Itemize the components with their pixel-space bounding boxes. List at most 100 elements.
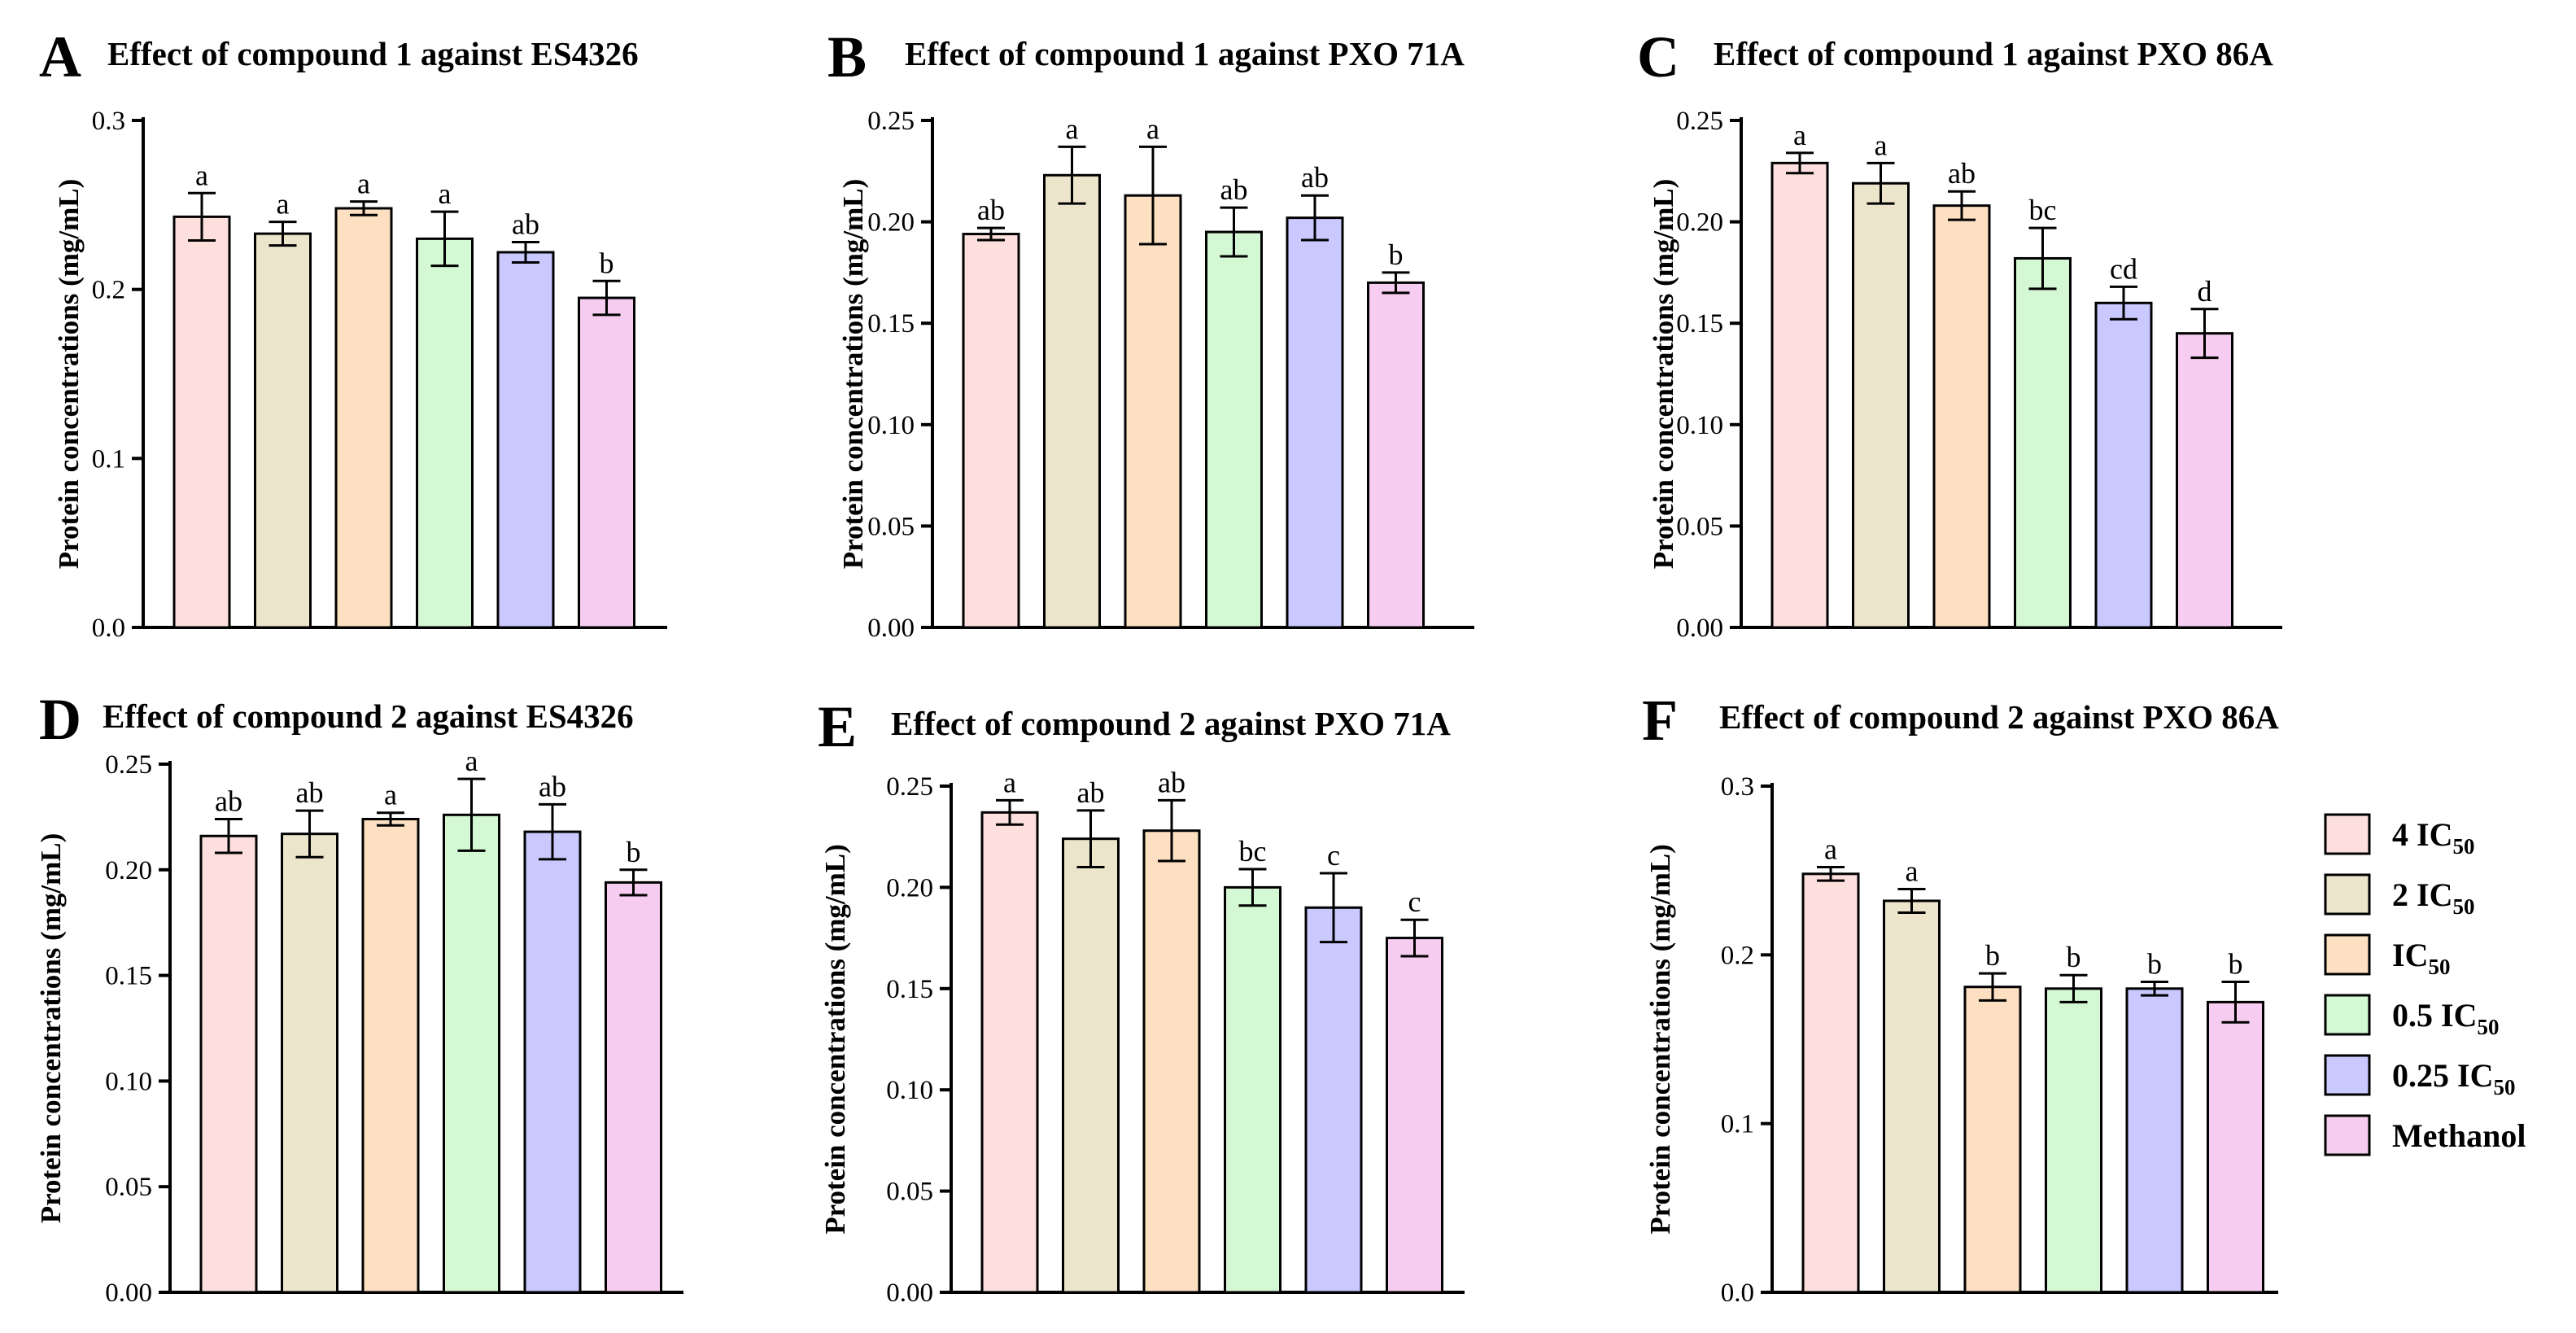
error-bar [2190,308,2219,360]
bar [2094,301,2153,629]
significance-label: a [1875,129,1888,161]
legend-item: 4 IC50 [2324,813,2474,859]
error-bar [1382,271,1410,295]
error-bar [1817,866,1845,882]
error-bar [1158,798,1185,863]
bar [199,834,258,1294]
chart-panel-c: C Effect of compound 1 against PXO 86A Pro… [1637,24,2282,643]
error-bar [377,811,404,827]
y-tick-label: 0.00 [886,1278,933,1308]
y-axis-label: Protein concentrations (mg/mL) [819,844,851,1235]
y-tick-label: 0.10 [867,411,915,440]
error-bar [1220,206,1248,258]
significance-label: a [195,159,208,191]
error-bar [1139,145,1167,246]
y-axis-label: Protein concentrations (mg/mL) [837,179,869,570]
chart-title: Effect of compound 2 against ES4326 [103,697,634,735]
chart-title: Effect of compound 2 against PXO 86A [1719,698,2279,736]
bar [2045,987,2102,1294]
legend-item: 0.5 IC50 [2324,994,2499,1039]
bar [1932,204,1991,629]
legend-item: 0.25 IC50 [2324,1054,2515,1099]
significance-label: a [1793,119,1806,151]
significance-label: b [1389,238,1404,271]
y-tick-label: 0.15 [886,975,933,1004]
bar [1062,837,1120,1294]
significance-label: ab [1220,173,1248,206]
significance-label: a [1824,833,1837,866]
significance-label: bc [2029,194,2057,226]
significance-label: b [2229,948,2243,981]
y-tick-label: 0.00 [105,1278,152,1308]
error-bar [512,241,539,264]
y-tick-label: 0.05 [867,512,915,541]
error-bar [1301,194,1329,242]
y-tick-label: 0.3 [1721,772,1754,802]
chart-panel-e: E Effect of compound 2 against PXO 71A Pro… [818,694,1465,1308]
significance-label: a [1906,854,1919,887]
significance-label: a [1146,112,1159,145]
y-tick-label: 0.1 [1721,1110,1754,1139]
legend-swatch [2324,873,2371,916]
bar [1043,173,1101,629]
significance-label: a [1066,112,1079,145]
bar [496,251,555,629]
bar [1286,216,1344,629]
significance-label: b [2067,941,2081,973]
significance-label: a [1003,766,1016,798]
error-bar [1058,145,1086,205]
significance-label: bc [1239,835,1267,868]
bar [2125,987,2184,1294]
error-bar [2221,981,2250,1024]
bar [254,232,312,629]
significance-label: b [627,836,641,868]
significance-label: ab [512,208,539,241]
bar [523,830,582,1294]
error-bar [592,279,621,317]
bar [605,881,662,1294]
significance-label: ab [296,776,324,809]
error-bar [619,868,648,897]
error-bar [1867,161,1895,205]
y-tick-label: 0.05 [886,1178,933,1207]
bar [334,207,393,629]
y-tick-label: 0.2 [1721,941,1754,970]
legend-swatch [2324,933,2371,976]
y-tick-label: 0.3 [92,107,125,136]
error-bar [1320,872,1347,944]
bar [1142,829,1201,1294]
significance-label: ab [977,194,1005,226]
y-tick-label: 0.15 [867,309,915,339]
significance-label: ab [1158,766,1185,798]
bar [1205,230,1263,629]
bar [2176,332,2233,629]
legend-swatch [2324,813,2371,855]
significance-label: c [1327,839,1340,872]
y-tick-label: 0.05 [105,1173,152,1202]
y-axis-label: Protein concentrations (mg/mL) [35,833,67,1224]
error-bar [1897,887,1926,914]
error-bar [1238,868,1267,907]
error-bar [2141,981,2168,997]
significance-label: a [277,188,290,221]
chart-title: Effect of compound 2 against PXO 71A [891,705,1451,742]
error-bar [2059,973,2088,1003]
error-bar [350,200,378,216]
y-tick-label: 0.00 [867,614,915,643]
panel-letter: E [818,694,857,759]
panel-letter: F [1642,688,1678,753]
y-tick-label: 0.20 [105,856,152,885]
bar [281,833,338,1294]
chart-title: Effect of compound 1 against ES4326 [107,35,639,72]
legend-swatch [2324,1114,2371,1156]
bar [1304,906,1363,1294]
significance-label: b [600,247,614,279]
significance-label: a [439,177,452,210]
error-bar [1979,972,2006,1002]
error-bar [996,798,1024,826]
bar [980,811,1039,1294]
y-axis-label: Protein concentrations (mg/mL) [1644,844,1676,1235]
bar [2014,256,2072,629]
chart-title: Effect of compound 1 against PXO 71A [905,35,1465,72]
error-bar [430,210,459,268]
